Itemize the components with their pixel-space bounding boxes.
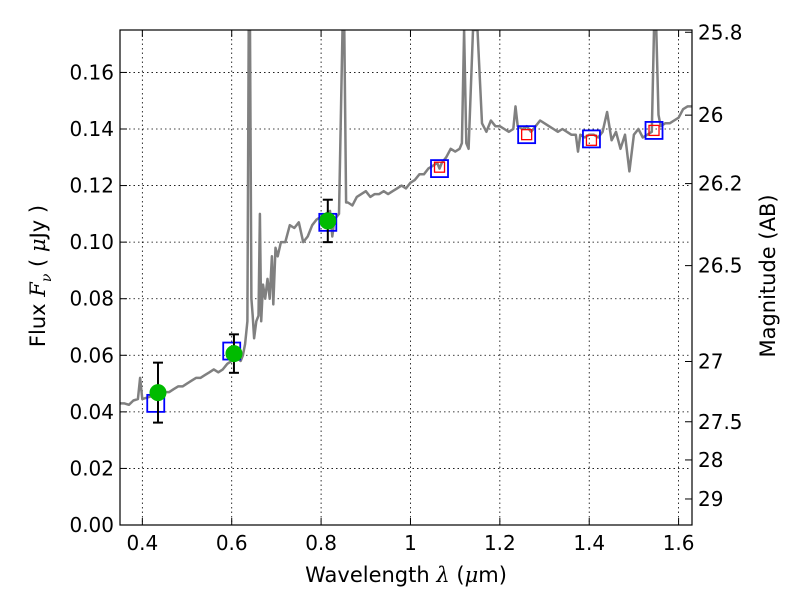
spectrum-line (120, 30, 692, 407)
x-tick-label: 1.2 (484, 531, 516, 555)
y-tick-label: 0.00 (69, 513, 114, 537)
y-tick-label: 0.02 (69, 456, 114, 480)
plot-frame (119, 29, 693, 526)
axis-ticks: 0.4 0.6 0.8 1 1.2 1.4 1.6 0.00 0.02 0.04 0.06 0.08 0… (69, 20, 742, 555)
y-tick-label: 0.12 (69, 174, 114, 198)
spectrum-series (120, 30, 692, 407)
upper-limit-square (433, 161, 446, 173)
y-tick-label: 0.16 (69, 60, 114, 84)
observed-detection-point (225, 345, 243, 363)
y-tick-label: 0.08 (69, 287, 114, 311)
observed-detection-point (319, 212, 337, 230)
magnitude-tick-label: 29 (698, 487, 723, 511)
x-tick-label: 0.8 (305, 531, 337, 555)
x-tick-label: 0.4 (126, 531, 158, 555)
x-tick-label: 0.6 (216, 531, 248, 555)
magnitude-tick-label: 25.8 (698, 20, 743, 44)
magnitude-tick-label: 26 (698, 103, 723, 127)
y-tick-label: 0.10 (69, 230, 114, 254)
model-photometry-square (644, 121, 664, 140)
upper-limit-square (585, 134, 598, 146)
grid (120, 30, 692, 526)
model-photometry-square (517, 125, 537, 145)
magnitude-tick-label: 27 (698, 350, 723, 374)
y-tick-label: 0.04 (69, 400, 114, 424)
y-tick-label: 0.14 (69, 117, 114, 141)
upper-limit-square (521, 129, 533, 141)
magnitude-axis-label: Magnitude (AB) (756, 194, 780, 357)
x-tick-label: 1.6 (663, 531, 695, 555)
x-axis-label: Wavelength λ (μm) (305, 563, 507, 587)
model-photometry-square (582, 129, 601, 149)
x-tick-label: 1 (404, 531, 417, 555)
photometry-markers (146, 121, 664, 424)
magnitude-tick-label: 27.5 (698, 410, 743, 434)
observed-detection-point (149, 384, 167, 402)
x-tick-label: 1.4 (573, 531, 605, 555)
magnitude-tick-label: 26.5 (698, 254, 743, 278)
magnitude-tick-label: 26.2 (698, 172, 743, 196)
magnitude-tick-label: 28 (698, 448, 723, 472)
model-photometry-square (430, 159, 449, 179)
y-axis-label: Flux Fν ( μJy ) (26, 205, 55, 347)
y-tick-label: 0.06 (69, 343, 114, 367)
upper-limit-square (648, 124, 660, 137)
